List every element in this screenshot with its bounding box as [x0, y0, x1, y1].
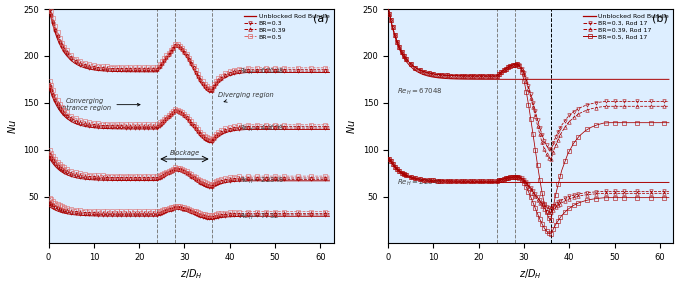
Text: (b): (b) [652, 14, 667, 24]
X-axis label: $z/D_H$: $z/D_H$ [180, 268, 202, 282]
Text: $Re_H=22349$: $Re_H=22349$ [239, 175, 285, 186]
Text: Converging
entrance region: Converging entrance region [58, 98, 140, 111]
Text: Diverging region: Diverging region [219, 92, 274, 102]
X-axis label: $z/D_H$: $z/D_H$ [519, 268, 542, 282]
Text: $Re_H=67048$: $Re_H=67048$ [397, 86, 443, 97]
Text: Blockage: Blockage [169, 150, 200, 156]
Text: $Re_H=67048$: $Re_H=67048$ [239, 67, 285, 77]
Legend: Unblocked Rod Bundle, BR=0.3, Rod 17, BR=0.39, Rod 17, BR=0.5, Rod 17: Unblocked Rod Bundle, BR=0.3, Rod 17, BR… [582, 12, 670, 41]
Text: $Re_H=44699$: $Re_H=44699$ [239, 124, 285, 134]
Legend: Unblocked Rod Bundle, BR=0.3, BR=0.39, BR=0.5: Unblocked Rod Bundle, BR=0.3, BR=0.39, B… [242, 12, 331, 41]
Text: $Re_H=7732$: $Re_H=7732$ [239, 212, 279, 222]
Text: (a): (a) [312, 14, 328, 24]
Text: $Re_H=22349$: $Re_H=22349$ [397, 177, 443, 187]
Y-axis label: $Nu$: $Nu$ [5, 119, 18, 134]
Y-axis label: $Nu$: $Nu$ [345, 119, 357, 134]
